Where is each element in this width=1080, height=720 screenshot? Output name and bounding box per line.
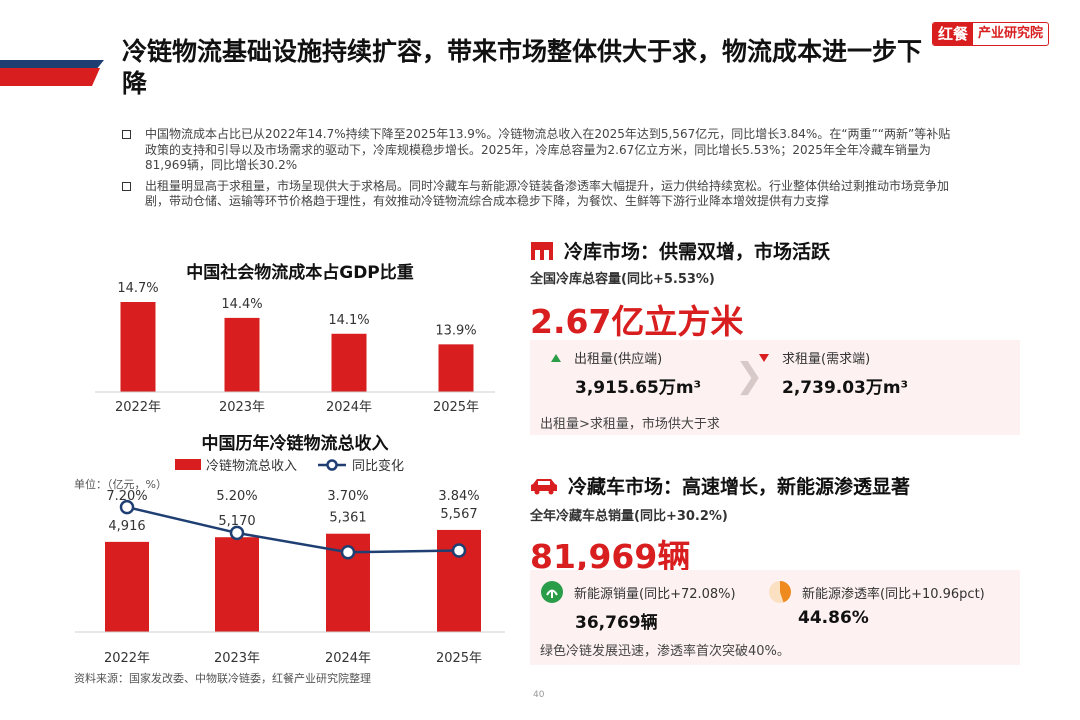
yoy-line — [126, 505, 460, 554]
gdp-x-tick-label: 2022年 — [115, 400, 161, 415]
bullet-item: 中国物流成本占比已从2022年14.7%持续下降至2025年13.9%。冷链物流… — [122, 127, 962, 174]
demand-label-row: 求租量(需求端) — [758, 348, 870, 367]
gdp-bar — [120, 302, 156, 392]
cold-storage-panel: 出租量(供应端) 3,915.65万m³ ❯ 求租量(需求端) 2,739.03… — [530, 340, 1020, 435]
cold-storage-sub: 全国冷库总容量(同比+5.53%) — [530, 272, 715, 287]
warehouse-icon — [531, 241, 553, 260]
brand-name: 产业研究院 — [978, 26, 1044, 41]
gdp-bar — [331, 333, 367, 392]
unit-label: 单位：（亿元，%） — [74, 478, 167, 491]
reefer-note: 绿色冷链发展迅速，渗透率首次突破40%。 — [540, 644, 790, 659]
yoy-point — [451, 543, 467, 558]
revenue-x-tick-label: 2024年 — [325, 651, 371, 666]
ev-sales-label: 新能源销量(同比+72.08%) — [574, 586, 736, 602]
yoy-point — [229, 525, 245, 541]
yoy-value-label: 7.20% — [106, 489, 147, 504]
revenue-bar-value-label: 5,567 — [440, 507, 477, 522]
revenue-bar — [105, 541, 149, 632]
supply-value: 3,915.65万m³ — [575, 378, 702, 398]
ev-rate-label: 新能源渗透率(同比+10.96pct) — [802, 586, 985, 602]
reefer-heading-text: 冷藏车市场：高速增长，新能源渗透显著 — [568, 476, 911, 498]
bullet-text: 出租量明显高于求租量，市场呈现供大于求格局。同时冷藏车与新能源冷链装备渗透率大幅… — [145, 178, 950, 209]
ev-rate-label-row: 新能源渗透率(同比+10.96pct) — [768, 580, 985, 604]
legend-line-label: 同比变化 — [352, 459, 405, 474]
supply-label: 出租量(供应端) — [574, 352, 663, 367]
cold-storage-heading: 冷库市场：供需双增，市场活跃 — [530, 237, 830, 264]
up-triangle-icon — [551, 353, 561, 362]
truck-icon — [531, 478, 557, 494]
gdp-bar-value-label: 13.9% — [435, 323, 476, 338]
gdp-bar-value-label: 14.7% — [117, 281, 158, 296]
revenue-bar-value-label: 5,361 — [329, 511, 366, 526]
cold-storage-capacity: 2.67亿立方米 — [530, 302, 744, 341]
bullet-item: 出租量明显高于求租量，市场呈现供大于求格局。同时冷藏车与新能源冷链装备渗透率大幅… — [122, 179, 962, 210]
gdp-x-tick-label: 2025年 — [433, 400, 479, 415]
ev-rate-pie-icon — [769, 581, 791, 603]
gdp-bar — [438, 344, 474, 392]
revenue-bar — [215, 537, 259, 632]
yoy-point — [119, 499, 135, 515]
yoy-value-label: 3.84% — [438, 489, 479, 504]
legend-bar-label: 冷链物流总收入 — [206, 459, 298, 474]
revenue-x-tick-label: 2022年 — [104, 651, 150, 666]
ev-rate-value: 44.86% — [798, 608, 869, 628]
page-title: 冷链物流基础设施持续扩容，带来市场整体供大于求，物流成本进一步下降 — [122, 37, 923, 98]
revenue-chart-legend: 冷链物流总收入 同比变化 — [175, 455, 404, 474]
revenue-chart-title: 中国历年冷链物流总收入 — [201, 434, 389, 454]
reefer-sub: 全年冷藏车总销量(同比+30.2%) — [530, 509, 728, 524]
summary-bullets: 中国物流成本占比已从2022年14.7%持续下降至2025年13.9%。冷链物流… — [122, 127, 962, 215]
checkbox-bullet-icon — [122, 130, 131, 139]
gdp-bar-value-label: 14.4% — [221, 297, 262, 312]
cold-storage-note: 出租量>求租量，市场供大于求 — [540, 417, 720, 432]
gdp-bar — [224, 317, 260, 392]
yoy-value-label: 5.20% — [216, 489, 257, 504]
demand-value: 2,739.03万m³ — [782, 378, 909, 398]
brand-logo: 红餐 产业研究院 — [932, 22, 1050, 46]
revenue-bar-value-label: 4,916 — [108, 519, 145, 534]
bullet-text: 中国物流成本占比已从2022年14.7%持续下降至2025年13.9%。冷链物流… — [145, 127, 951, 172]
ev-sales-value: 36,769辆 — [575, 613, 658, 633]
down-triangle-icon — [759, 353, 769, 362]
title-stripe — [0, 60, 104, 86]
ev-sales-label-row: 新能源销量(同比+72.08%) — [540, 580, 736, 604]
chevron-right-icon: ❯ — [735, 356, 764, 396]
supply-label-row: 出租量(供应端) — [550, 348, 662, 367]
gdp-x-tick-label: 2023年 — [219, 400, 265, 415]
revenue-bar-value-label: 5,170 — [218, 514, 255, 529]
revenue-x-tick-label: 2025年 — [436, 651, 482, 666]
source-note: 资料来源：国家发改委、中物联冷链委，红餐产业研究院整理 — [74, 672, 371, 685]
demand-label: 求租量(需求端) — [782, 352, 871, 367]
reefer-heading: 冷藏车市场：高速增长，新能源渗透显著 — [530, 472, 910, 499]
gdp-bar-value-label: 14.1% — [328, 313, 369, 328]
yoy-value-label: 3.70% — [327, 489, 368, 504]
green-circle-icon — [541, 581, 563, 603]
pie-slice — [780, 581, 791, 603]
gdp-x-tick-label: 2024年 — [326, 400, 372, 415]
legend-line-swatch — [318, 458, 347, 471]
brand-mark: 红餐 — [933, 23, 974, 45]
legend-bar-swatch — [175, 459, 201, 470]
reefer-panel: 新能源销量(同比+72.08%) 36,769辆 新能源渗透率(同比+10.96… — [530, 570, 1020, 665]
charts-canvas: 14.7% 2022年 14.4% 2023年 14.1% 2024年 13.9% 2025年… — [75, 281, 505, 666]
cold-storage-heading-text: 冷库市场：供需双增，市场活跃 — [564, 241, 831, 263]
checkbox-bullet-icon — [122, 181, 131, 191]
page-number: 40 — [533, 690, 545, 700]
revenue-x-tick-label: 2023年 — [214, 651, 260, 666]
gdp-chart-title: 中国社会物流成本占GDP比重 — [186, 263, 414, 283]
reefer-sales: 81,969辆 — [530, 537, 691, 576]
yoy-point — [340, 545, 356, 560]
